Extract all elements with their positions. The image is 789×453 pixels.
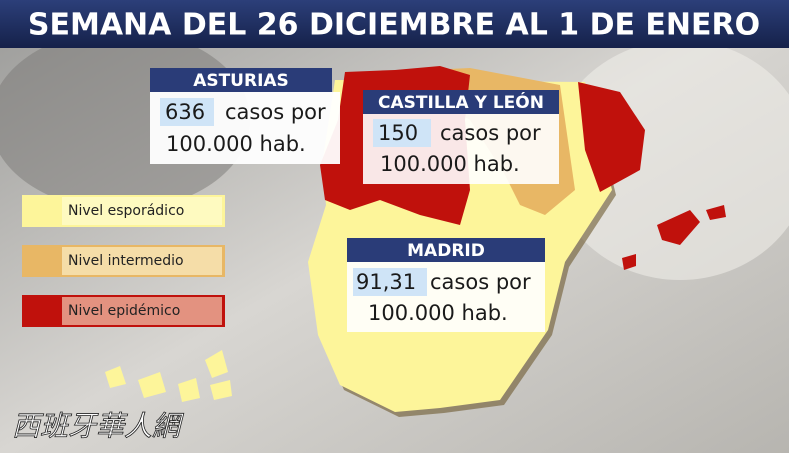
region bbox=[578, 82, 645, 192]
callout-unit: 100.000 hab. bbox=[368, 301, 508, 325]
legend-label: Nivel intermedio bbox=[68, 253, 184, 269]
callout-value: 150 bbox=[378, 121, 418, 145]
callout-region: CASTILLA Y LEÓN bbox=[378, 91, 544, 113]
callout-header bbox=[150, 68, 332, 92]
island bbox=[178, 378, 200, 402]
island bbox=[622, 254, 636, 270]
title: SEMANA DEL 26 DICIEMBRE AL 1 DE ENERO bbox=[28, 8, 760, 43]
callout-text: casos por bbox=[225, 100, 326, 124]
callout-unit: 100.000 hab. bbox=[166, 132, 306, 156]
callout-region: MADRID bbox=[407, 241, 485, 261]
callout-castilla: CASTILLA Y LEÓN 150 casos por 100.000 ha… bbox=[363, 90, 559, 184]
value-highlight bbox=[160, 98, 214, 126]
callout-text: casos por bbox=[430, 270, 531, 294]
callout-unit: 100.000 hab. bbox=[380, 152, 520, 176]
callout-header bbox=[347, 238, 545, 262]
legend-edge bbox=[222, 195, 225, 227]
callout-header bbox=[363, 90, 559, 114]
legend-label-bg bbox=[62, 197, 222, 225]
island bbox=[210, 380, 232, 400]
callout-madrid: MADRID 91,31 casos por 100.000 hab. bbox=[347, 238, 545, 332]
island bbox=[657, 210, 700, 245]
legend-label-bg bbox=[62, 297, 222, 325]
legend-label-bg bbox=[62, 247, 222, 275]
callout-region: ASTURIAS bbox=[193, 71, 289, 91]
legend-edge bbox=[222, 295, 225, 327]
callout-value: 91,31 bbox=[356, 270, 416, 294]
value-highlight bbox=[373, 119, 431, 147]
value-highlight bbox=[353, 268, 427, 296]
title-bar bbox=[0, 0, 789, 48]
callout-asturias: ASTURIAS 636 casos por 100.000 hab. bbox=[150, 68, 340, 164]
island bbox=[105, 366, 126, 388]
island bbox=[706, 205, 726, 220]
callout-value: 636 bbox=[165, 100, 205, 124]
callout-text: casos por bbox=[440, 121, 541, 145]
legend: Nivel esporádico Nivel intermedio Nivel ep… bbox=[22, 195, 225, 327]
island bbox=[205, 350, 228, 378]
island bbox=[138, 372, 166, 398]
legend-label: Nivel epidémico bbox=[68, 303, 180, 319]
watermark: 西班牙華人網 bbox=[12, 410, 184, 443]
legend-label: Nivel esporádico bbox=[68, 203, 184, 219]
legend-edge bbox=[222, 245, 225, 277]
